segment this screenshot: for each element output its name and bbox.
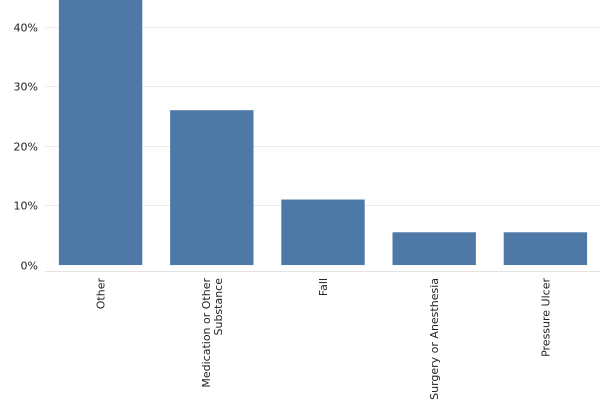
x-axis: Other Medication or OtherSubstance Fall Sur… [45, 271, 600, 400]
bar[interactable] [392, 232, 476, 266]
bar[interactable] [170, 110, 254, 266]
x-tick-label-line: Medication or Other [200, 278, 213, 388]
x-tick-label: Pressure Ulcer [539, 278, 552, 357]
x-tick-label-line: Other [95, 278, 108, 310]
y-tick-label: 0% [21, 260, 38, 273]
x-tick-label-line: Pressure Ulcer [539, 278, 552, 357]
bar[interactable] [58, 0, 143, 266]
bars [58, 0, 588, 266]
x-tick-label-line: Surgery or Anesthesia [428, 278, 441, 400]
y-tick-label: 40% [14, 22, 38, 35]
y-tick-label: 20% [14, 141, 38, 154]
x-tick-label: Other [95, 278, 108, 310]
y-tick-label: 10% [14, 200, 38, 213]
x-tick-label: Surgery or Anesthesia [428, 278, 441, 400]
bar[interactable] [503, 232, 588, 266]
x-tick-label-line: Fall [317, 278, 330, 296]
x-tick-label-line: Substance [212, 278, 225, 336]
x-tick-label: Fall [317, 278, 330, 296]
x-tick-label: Medication or OtherSubstance [200, 278, 225, 388]
bar[interactable] [281, 199, 365, 266]
y-tick-label: 30% [14, 81, 38, 94]
y-axis: 0% 10% 20% 30% 40% [14, 22, 38, 273]
